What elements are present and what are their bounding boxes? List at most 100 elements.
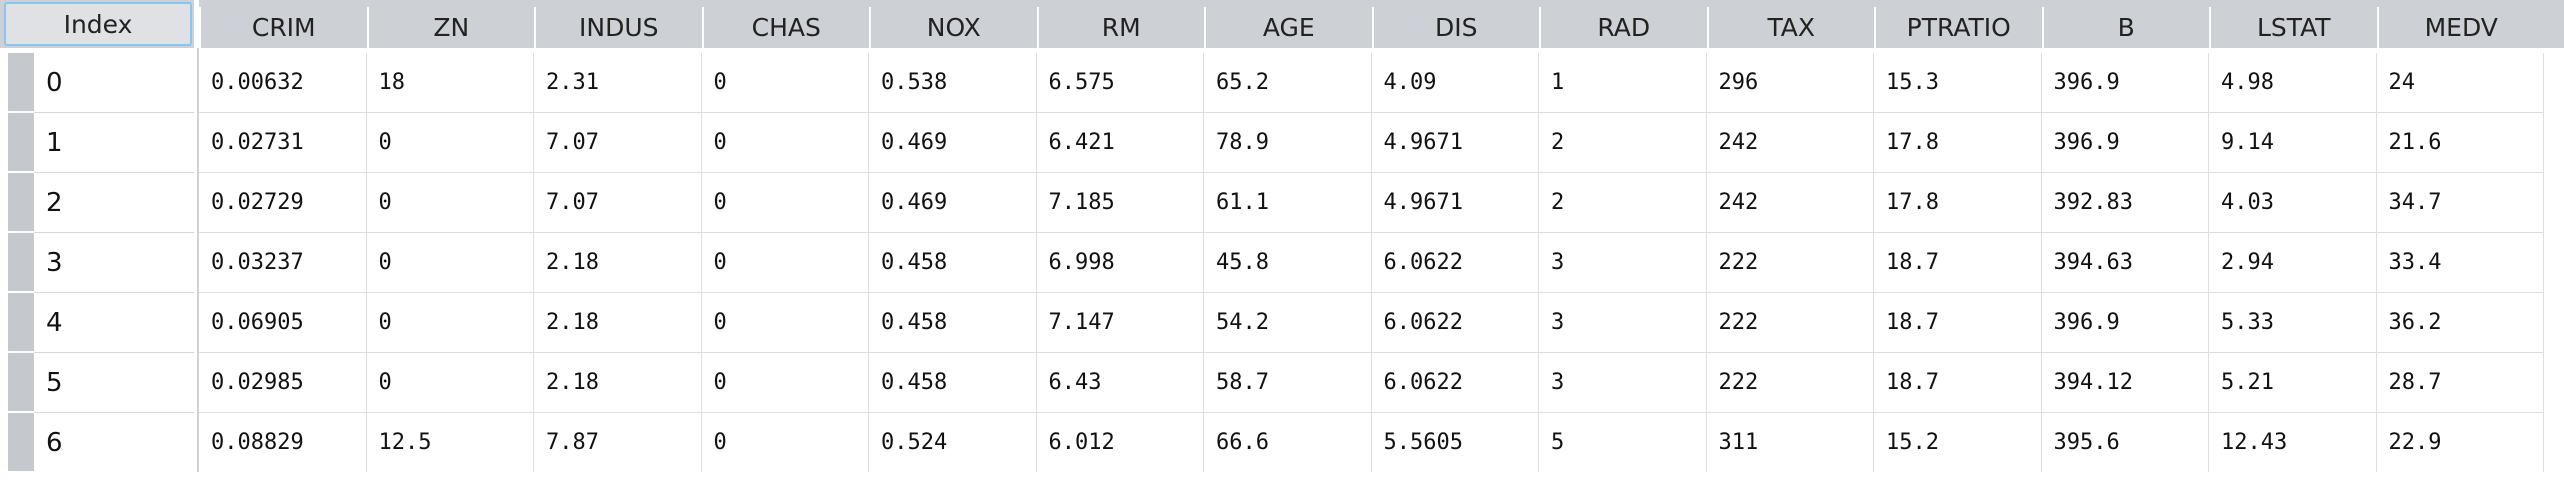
column-header-rm[interactable]: RM xyxy=(1036,7,1204,48)
table-cell-age[interactable]: 54.2 xyxy=(1204,293,1372,353)
row-index-cell[interactable]: 2 xyxy=(34,173,194,233)
table-cell-tax[interactable]: 222 xyxy=(1706,233,1874,293)
table-cell-rad[interactable]: 3 xyxy=(1539,353,1707,413)
row-handle[interactable] xyxy=(8,113,34,171)
table-cell-nox[interactable]: 0.538 xyxy=(869,53,1037,113)
table-cell-zn[interactable]: 0 xyxy=(366,173,534,233)
table-cell-rm[interactable]: 6.998 xyxy=(1036,233,1204,293)
table-cell-chas[interactable]: 0 xyxy=(701,173,869,233)
row-index-cell[interactable]: 0 xyxy=(34,53,194,113)
table-cell-lstat[interactable]: 5.33 xyxy=(2209,293,2377,353)
table-cell-crim[interactable]: 0.02731 xyxy=(199,113,367,173)
table-cell-medv[interactable]: 28.7 xyxy=(2376,353,2544,413)
table-cell-zn[interactable]: 0 xyxy=(366,233,534,293)
table-cell-tax[interactable]: 222 xyxy=(1706,353,1874,413)
row-index-cell[interactable]: 6 xyxy=(34,413,194,473)
table-cell-age[interactable]: 78.9 xyxy=(1204,113,1372,173)
table-cell-age[interactable]: 66.6 xyxy=(1204,413,1372,473)
table-cell-dis[interactable]: 6.0622 xyxy=(1371,353,1539,413)
row-handle[interactable] xyxy=(8,53,34,111)
row-index-cell[interactable]: 5 xyxy=(34,353,194,413)
column-header-age[interactable]: AGE xyxy=(1204,7,1372,48)
column-header-rad[interactable]: RAD xyxy=(1539,7,1707,48)
column-header-lstat[interactable]: LSTAT xyxy=(2209,7,2377,48)
column-header-medv[interactable]: MEDV xyxy=(2376,7,2544,48)
table-cell-rad[interactable]: 3 xyxy=(1539,233,1707,293)
table-cell-b[interactable]: 396.9 xyxy=(2041,113,2209,173)
table-cell-tax[interactable]: 242 xyxy=(1706,113,1874,173)
column-header-nox[interactable]: NOX xyxy=(869,7,1037,48)
row-index-cell[interactable]: 3 xyxy=(34,233,194,293)
table-cell-crim[interactable]: 0.02985 xyxy=(199,353,367,413)
table-cell-dis[interactable]: 6.0622 xyxy=(1371,293,1539,353)
table-cell-nox[interactable]: 0.458 xyxy=(869,353,1037,413)
table-cell-age[interactable]: 65.2 xyxy=(1204,53,1372,113)
table-cell-rm[interactable]: 6.575 xyxy=(1036,53,1204,113)
table-cell-crim[interactable]: 0.02729 xyxy=(199,173,367,233)
table-cell-rm[interactable]: 6.43 xyxy=(1036,353,1204,413)
table-cell-zn[interactable]: 0 xyxy=(366,293,534,353)
table-cell-rm[interactable]: 7.185 xyxy=(1036,173,1204,233)
table-cell-chas[interactable]: 0 xyxy=(701,413,869,473)
row-index-cell[interactable]: 1 xyxy=(34,113,194,173)
table-cell-ptratio[interactable]: 15.3 xyxy=(1874,53,2042,113)
table-cell-b[interactable]: 395.6 xyxy=(2041,413,2209,473)
frozen-column-divider[interactable] xyxy=(194,0,199,482)
table-cell-indus[interactable]: 7.07 xyxy=(534,113,702,173)
table-cell-indus[interactable]: 2.18 xyxy=(534,233,702,293)
row-handle[interactable] xyxy=(8,353,34,411)
column-header-chas[interactable]: CHAS xyxy=(701,7,869,48)
table-cell-indus[interactable]: 2.31 xyxy=(534,53,702,113)
table-cell-indus[interactable]: 7.87 xyxy=(534,413,702,473)
table-cell-zn[interactable]: 12.5 xyxy=(366,413,534,473)
table-cell-crim[interactable]: 0.00632 xyxy=(199,53,367,113)
table-cell-rad[interactable]: 3 xyxy=(1539,293,1707,353)
table-cell-b[interactable]: 394.12 xyxy=(2041,353,2209,413)
table-cell-nox[interactable]: 0.458 xyxy=(869,293,1037,353)
table-cell-dis[interactable]: 4.9671 xyxy=(1371,113,1539,173)
table-cell-medv[interactable]: 22.9 xyxy=(2376,413,2544,473)
table-cell-age[interactable]: 45.8 xyxy=(1204,233,1372,293)
table-cell-rad[interactable]: 2 xyxy=(1539,173,1707,233)
table-cell-zn[interactable]: 0 xyxy=(366,113,534,173)
table-cell-tax[interactable]: 311 xyxy=(1706,413,1874,473)
column-header-ptratio[interactable]: PTRATIO xyxy=(1874,7,2042,48)
table-cell-indus[interactable]: 7.07 xyxy=(534,173,702,233)
column-header-indus[interactable]: INDUS xyxy=(534,7,702,48)
table-cell-age[interactable]: 61.1 xyxy=(1204,173,1372,233)
table-cell-lstat[interactable]: 4.03 xyxy=(2209,173,2377,233)
table-cell-tax[interactable]: 222 xyxy=(1706,293,1874,353)
table-cell-crim[interactable]: 0.03237 xyxy=(199,233,367,293)
table-cell-dis[interactable]: 4.9671 xyxy=(1371,173,1539,233)
table-cell-zn[interactable]: 0 xyxy=(366,353,534,413)
column-header-dis[interactable]: DIS xyxy=(1371,7,1539,48)
table-cell-lstat[interactable]: 4.98 xyxy=(2209,53,2377,113)
table-cell-lstat[interactable]: 12.43 xyxy=(2209,413,2377,473)
table-cell-ptratio[interactable]: 18.7 xyxy=(1874,353,2042,413)
table-cell-chas[interactable]: 0 xyxy=(701,293,869,353)
table-cell-ptratio[interactable]: 15.2 xyxy=(1874,413,2042,473)
table-cell-lstat[interactable]: 9.14 xyxy=(2209,113,2377,173)
column-header-crim[interactable]: CRIM xyxy=(199,7,367,48)
table-cell-rad[interactable]: 2 xyxy=(1539,113,1707,173)
table-cell-rad[interactable]: 5 xyxy=(1539,413,1707,473)
table-cell-medv[interactable]: 36.2 xyxy=(2376,293,2544,353)
table-cell-age[interactable]: 58.7 xyxy=(1204,353,1372,413)
table-cell-nox[interactable]: 0.469 xyxy=(869,173,1037,233)
table-cell-ptratio[interactable]: 17.8 xyxy=(1874,113,2042,173)
column-header-b[interactable]: B xyxy=(2041,7,2209,48)
table-cell-rm[interactable]: 6.012 xyxy=(1036,413,1204,473)
column-header-zn[interactable]: ZN xyxy=(366,7,534,48)
table-cell-indus[interactable]: 2.18 xyxy=(534,293,702,353)
table-cell-nox[interactable]: 0.458 xyxy=(869,233,1037,293)
row-handle[interactable] xyxy=(8,173,34,231)
table-cell-rad[interactable]: 1 xyxy=(1539,53,1707,113)
table-cell-chas[interactable]: 0 xyxy=(701,353,869,413)
row-handle[interactable] xyxy=(8,293,34,351)
table-cell-b[interactable]: 394.63 xyxy=(2041,233,2209,293)
row-handle[interactable] xyxy=(8,233,34,291)
table-cell-ptratio[interactable]: 18.7 xyxy=(1874,293,2042,353)
table-cell-indus[interactable]: 2.18 xyxy=(534,353,702,413)
table-cell-nox[interactable]: 0.524 xyxy=(869,413,1037,473)
table-cell-lstat[interactable]: 5.21 xyxy=(2209,353,2377,413)
